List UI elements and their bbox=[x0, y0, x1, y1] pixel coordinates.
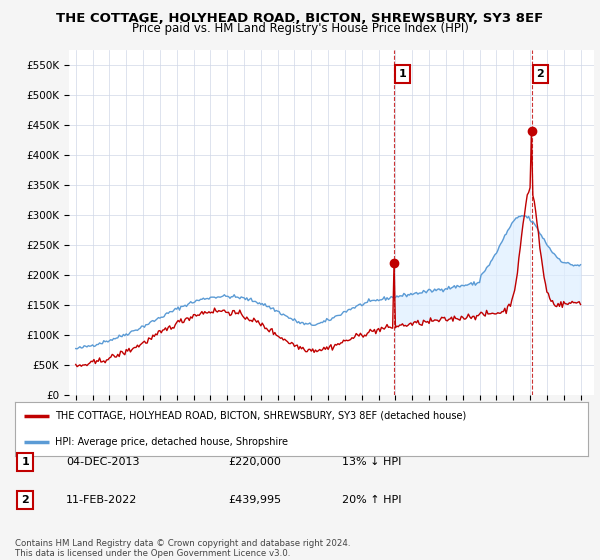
Text: Contains HM Land Registry data © Crown copyright and database right 2024.
This d: Contains HM Land Registry data © Crown c… bbox=[15, 539, 350, 558]
Text: THE COTTAGE, HOLYHEAD ROAD, BICTON, SHREWSBURY, SY3 8EF: THE COTTAGE, HOLYHEAD ROAD, BICTON, SHRE… bbox=[56, 12, 544, 25]
Text: £220,000: £220,000 bbox=[228, 457, 281, 467]
Text: 13% ↓ HPI: 13% ↓ HPI bbox=[342, 457, 401, 467]
Text: THE COTTAGE, HOLYHEAD ROAD, BICTON, SHREWSBURY, SY3 8EF (detached house): THE COTTAGE, HOLYHEAD ROAD, BICTON, SHRE… bbox=[55, 411, 466, 421]
Text: 2: 2 bbox=[536, 69, 544, 80]
Text: 11-FEB-2022: 11-FEB-2022 bbox=[66, 495, 137, 505]
Text: HPI: Average price, detached house, Shropshire: HPI: Average price, detached house, Shro… bbox=[55, 437, 288, 447]
Text: 1: 1 bbox=[398, 69, 406, 80]
Text: 2: 2 bbox=[22, 495, 29, 505]
Text: £439,995: £439,995 bbox=[228, 495, 281, 505]
Text: 20% ↑ HPI: 20% ↑ HPI bbox=[342, 495, 401, 505]
Text: 1: 1 bbox=[22, 457, 29, 467]
Text: Price paid vs. HM Land Registry's House Price Index (HPI): Price paid vs. HM Land Registry's House … bbox=[131, 22, 469, 35]
Text: 04-DEC-2013: 04-DEC-2013 bbox=[66, 457, 139, 467]
